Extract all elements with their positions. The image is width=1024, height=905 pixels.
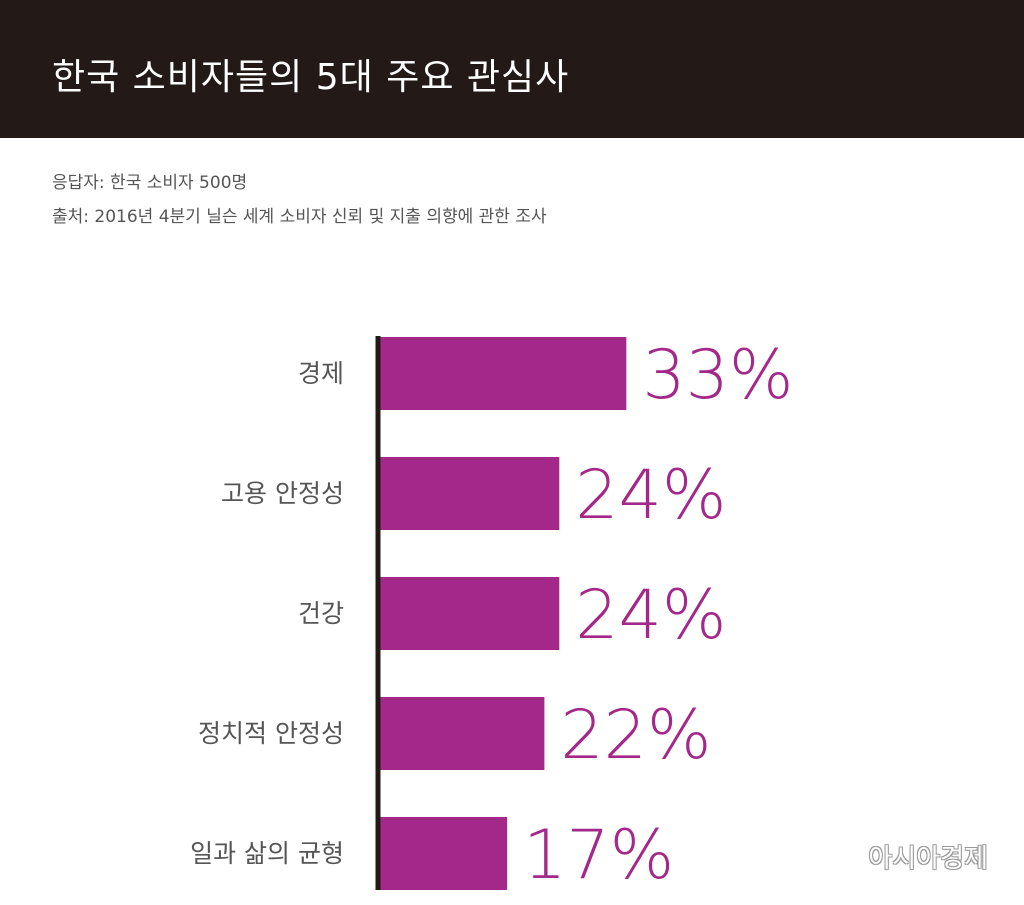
category-label: 경제 bbox=[298, 359, 344, 388]
header-banner: 한국 소비자들의 5대 주요 관심사 bbox=[0, 0, 1024, 138]
category-label: 고용 안정성 bbox=[221, 479, 344, 508]
category-label: 정치적 안정성 bbox=[198, 719, 344, 748]
respondents-note: 응답자: 한국 소비자 500명 bbox=[52, 173, 248, 193]
value-label: 22% bbox=[560, 696, 711, 775]
bar-0 bbox=[380, 337, 627, 410]
value-label: 33% bbox=[642, 336, 793, 415]
bar-4 bbox=[380, 817, 508, 890]
bar-1 bbox=[380, 457, 560, 530]
page-title: 한국 소비자들의 5대 주요 관심사 bbox=[52, 57, 570, 98]
category-label: 건강 bbox=[298, 599, 344, 628]
category-label: 일과 삶의 균형 bbox=[190, 839, 344, 868]
value-label: 24% bbox=[575, 576, 726, 655]
bar-2 bbox=[380, 577, 560, 650]
source-note: 출처: 2016년 4분기 닐슨 세계 소비자 신뢰 및 지출 의향에 관한 조… bbox=[52, 207, 547, 227]
value-label: 24% bbox=[575, 456, 726, 535]
watermark-logo: 아시아경제 bbox=[868, 844, 988, 874]
bar-3 bbox=[380, 697, 545, 770]
value-label: 17% bbox=[523, 816, 674, 895]
